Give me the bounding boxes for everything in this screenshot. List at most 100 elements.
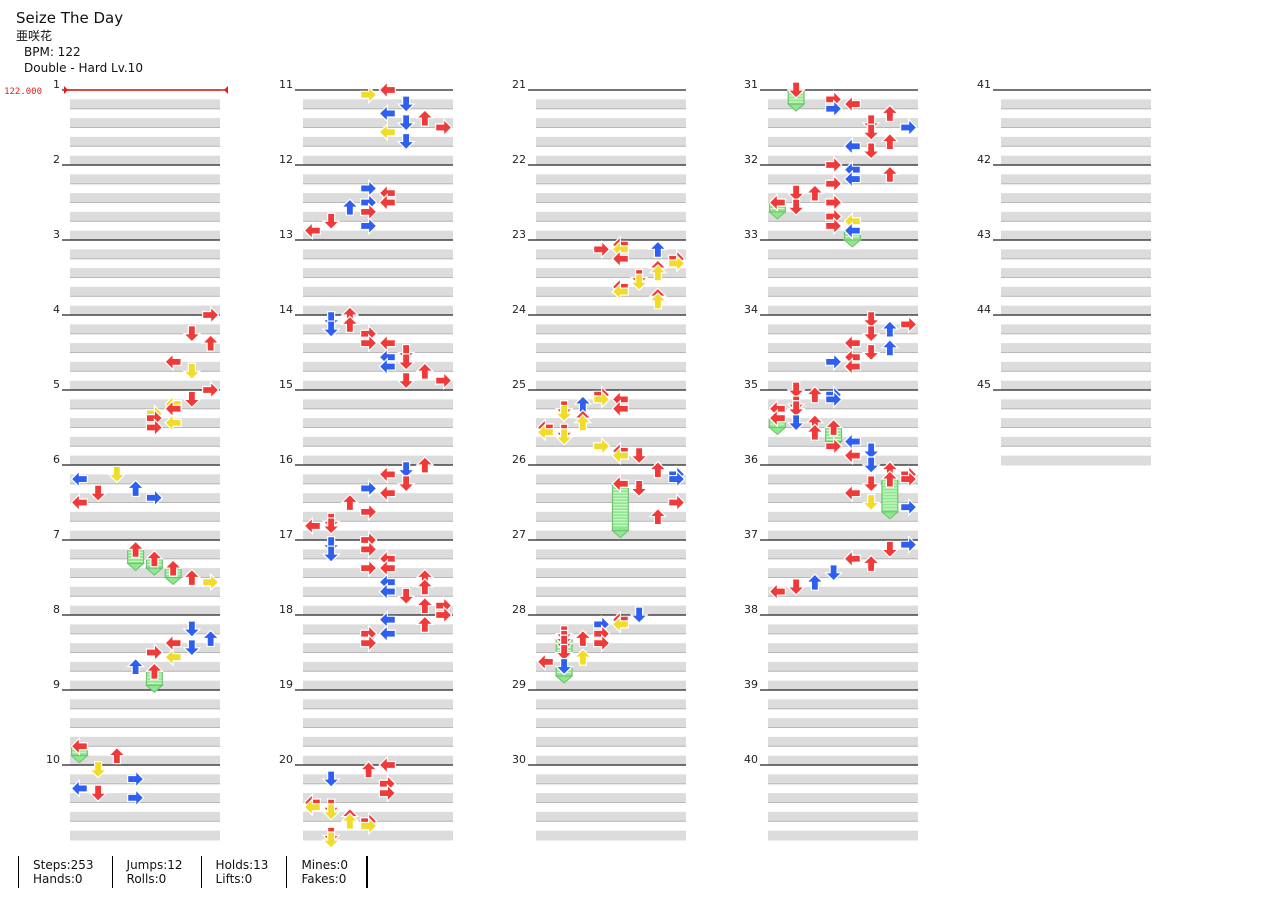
beat-shade xyxy=(303,343,453,353)
beat-shade xyxy=(303,605,453,616)
song-artist: 亜咲花 xyxy=(16,29,53,43)
measure-number: 31 xyxy=(744,78,758,91)
beat-shade xyxy=(303,399,453,410)
step-arrow-up-icon xyxy=(880,132,900,151)
measure-number: 36 xyxy=(744,453,758,466)
step-arrow-up-icon xyxy=(415,362,435,380)
step-arrow-down-icon xyxy=(396,353,416,371)
stat-mines: Mines:0 xyxy=(301,858,349,872)
beat-shade xyxy=(768,624,918,635)
beat-shade xyxy=(303,530,453,541)
step-arrow-up-icon xyxy=(573,413,593,432)
step-arrow-right-icon xyxy=(202,380,220,400)
beat-shade xyxy=(70,830,220,841)
step-arrow-left-icon xyxy=(303,516,321,536)
beat-shade xyxy=(70,493,220,503)
beat-shade xyxy=(768,568,918,578)
beat-shade xyxy=(536,530,686,541)
measure-number: 10 xyxy=(46,753,60,766)
step-arrow-down-icon xyxy=(182,362,202,381)
beat-shade xyxy=(768,680,918,691)
step-arrow-left-icon xyxy=(843,221,861,241)
step-arrow-right-icon xyxy=(825,174,843,194)
beat-shade xyxy=(536,511,686,522)
step-arrow-down-icon xyxy=(786,400,806,418)
measure-number: 44 xyxy=(977,303,991,316)
beat-shade xyxy=(768,661,918,672)
beat-shade xyxy=(768,699,918,710)
beat-shade xyxy=(536,830,686,841)
step-arrow-down-icon xyxy=(880,540,900,559)
beat-shade xyxy=(70,549,220,560)
step-arrow-up-icon xyxy=(340,812,360,830)
beat-shade xyxy=(768,474,918,485)
step-arrow-left-icon xyxy=(768,408,786,428)
hold-tail xyxy=(554,675,574,684)
beat-shade xyxy=(70,418,220,428)
beat-shade xyxy=(536,455,686,466)
hold-tail xyxy=(611,530,630,539)
beat-shade xyxy=(536,493,686,503)
step-arrow-right-icon xyxy=(668,493,686,512)
step-arrow-down-icon xyxy=(396,461,416,479)
step-arrow-right-icon xyxy=(825,155,843,175)
beat-shade xyxy=(303,155,453,166)
measure-number: 45 xyxy=(977,378,991,391)
step-arrow-up-icon xyxy=(201,629,221,648)
step-arrow-right-icon xyxy=(360,333,378,353)
step-arrow-right-icon xyxy=(378,783,397,803)
beat-shade xyxy=(303,174,453,185)
beat-shade xyxy=(303,718,453,728)
step-arrow-right-icon xyxy=(127,769,145,789)
step-arrow-down-icon xyxy=(182,620,202,638)
beat-shade xyxy=(768,586,918,597)
beat-shade xyxy=(768,811,918,822)
step-arrow-down-icon xyxy=(786,578,806,596)
measure-number: 17 xyxy=(279,528,293,541)
beat-shade xyxy=(768,305,918,316)
beat-shade xyxy=(70,361,220,372)
step-arrow-left-icon xyxy=(768,193,786,212)
step-arrow-down-icon xyxy=(629,273,649,292)
step-arrow-up-icon xyxy=(880,338,900,357)
beat-shade xyxy=(536,774,686,785)
step-arrow-up-icon xyxy=(805,573,825,591)
step-arrow-up-icon xyxy=(805,184,825,202)
step-arrow-left-icon xyxy=(843,94,861,114)
measure-number: 35 xyxy=(744,378,758,391)
step-arrow-left-icon xyxy=(378,193,396,212)
beat-shade xyxy=(303,436,453,447)
step-arrow-down-icon xyxy=(107,465,127,484)
step-arrow-up-icon xyxy=(648,292,668,310)
beat-shade xyxy=(536,343,686,353)
step-arrow-down-icon xyxy=(786,184,806,202)
beat-shade xyxy=(1001,455,1151,466)
beat-shade xyxy=(1001,324,1151,335)
stat-steps: Steps:253 xyxy=(33,858,94,872)
beat-shade xyxy=(70,624,220,635)
beat-shade xyxy=(536,136,686,147)
song-bpm: BPM: 122 xyxy=(24,45,81,59)
beat-shade xyxy=(768,755,918,766)
step-arrow-left-icon xyxy=(843,136,861,156)
step-arrow-right-icon xyxy=(360,816,378,836)
beat-shade xyxy=(303,230,453,241)
hold-tail xyxy=(786,103,806,112)
beat-shade xyxy=(536,249,686,260)
step-arrow-left-icon xyxy=(378,80,396,100)
beat-shade xyxy=(536,699,686,710)
beat-shade xyxy=(536,118,686,128)
step-arrow-right-icon xyxy=(360,633,378,653)
beat-shade xyxy=(768,549,918,560)
beat-shade xyxy=(536,549,686,560)
stat-fakes: Fakes:0 xyxy=(301,872,347,886)
measure-number: 18 xyxy=(279,603,293,616)
beat-shade xyxy=(70,174,220,185)
measure-number: 5 xyxy=(53,378,60,391)
measure-number: 32 xyxy=(744,153,758,166)
measure-number: 16 xyxy=(279,453,293,466)
song-title: Seize The Day xyxy=(16,9,124,27)
step-arrow-left-icon xyxy=(378,357,396,377)
measure-number: 41 xyxy=(977,78,991,91)
step-arrow-up-icon xyxy=(648,240,668,258)
